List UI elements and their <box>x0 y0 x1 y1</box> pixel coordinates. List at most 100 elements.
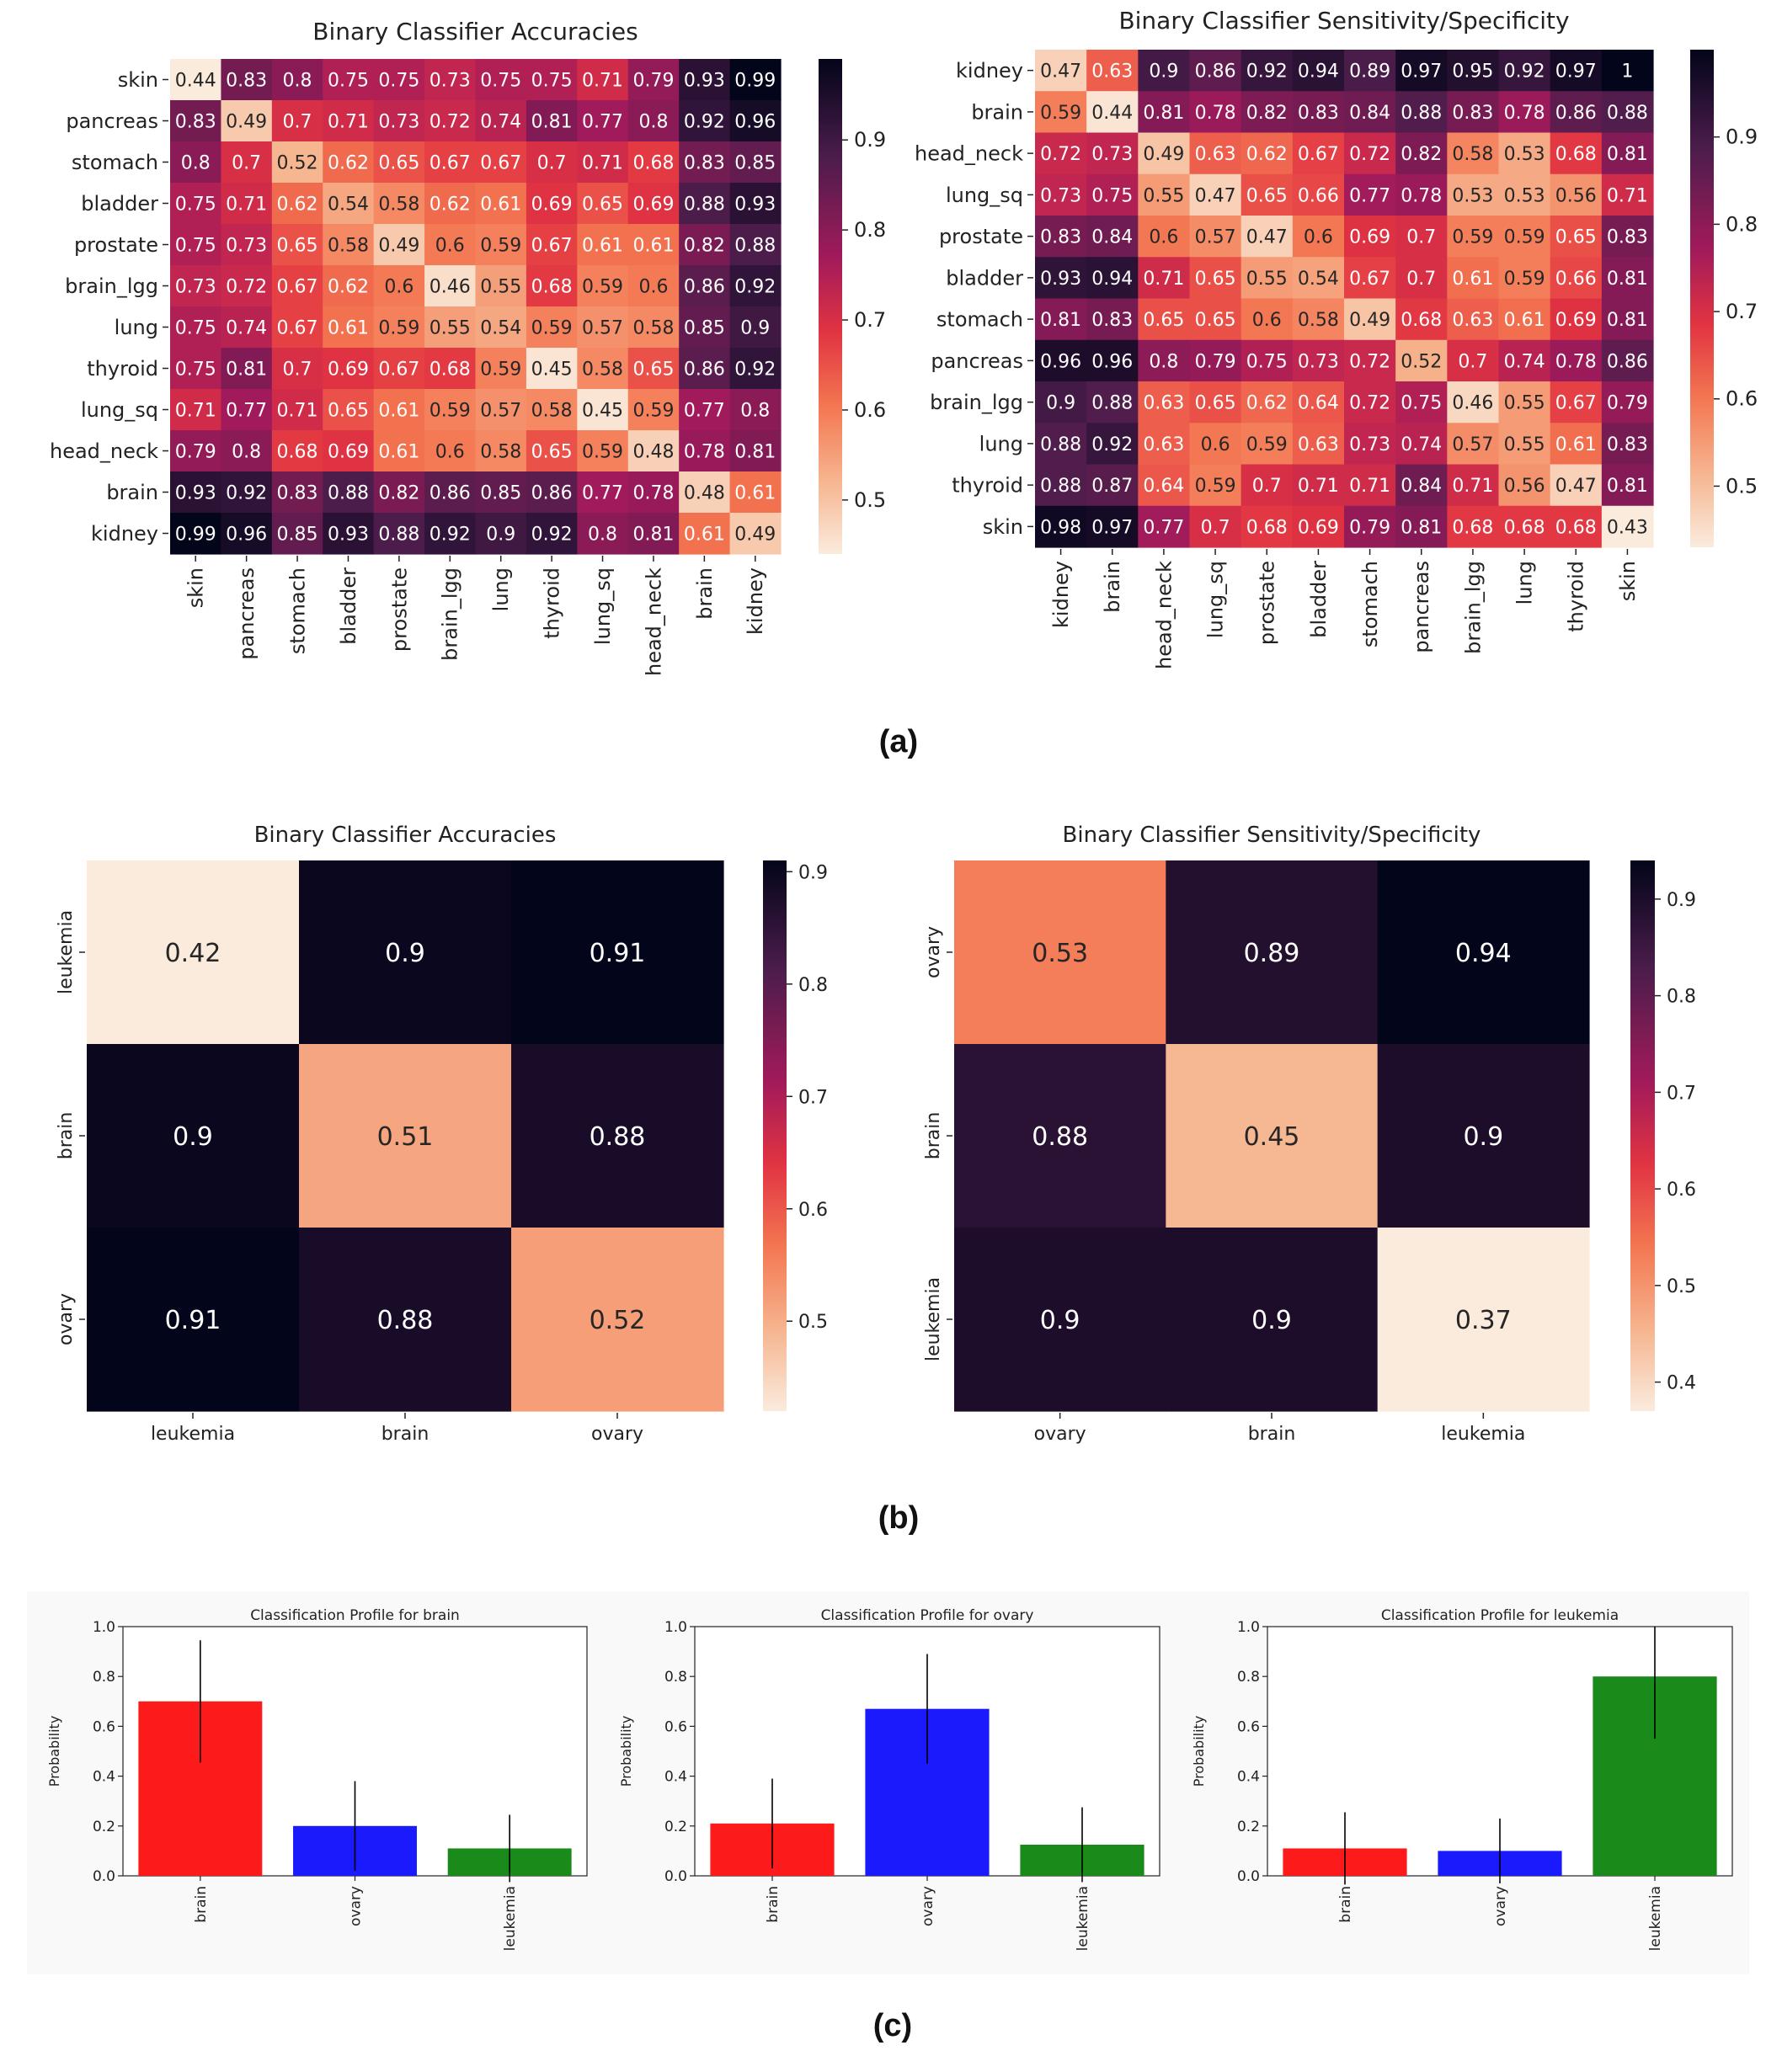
x-tick-label: ovary <box>1034 1424 1086 1445</box>
heatmap-cell-label: 0.59 <box>1504 269 1545 290</box>
y-axis-label: Probability <box>618 1716 634 1787</box>
heatmap-cell <box>1292 381 1345 423</box>
heatmap-cell-label: 0.61 <box>480 194 521 215</box>
y-tick-label: kidney <box>956 59 1023 83</box>
heatmap-cell <box>475 513 527 555</box>
x-tick-label: brain <box>381 1424 429 1445</box>
heatmap-cell-label: 0.6 <box>384 276 413 297</box>
heatmap-cell-label: 0.58 <box>1452 144 1493 165</box>
x-tick-label: ovary <box>920 1886 936 1926</box>
y-tick-label: brain_lgg <box>65 274 158 298</box>
heatmap-cell <box>221 59 273 101</box>
x-tick-label: leukemia <box>502 1886 519 1951</box>
heatmap-cell-label: 0.75 <box>1091 185 1133 206</box>
heatmap-cell-label: 0.97 <box>1555 61 1597 83</box>
heatmap-cell-label: 0.93 <box>734 194 776 215</box>
heatmap-cell-label: 0.79 <box>1195 351 1236 372</box>
heatmap-cell <box>1601 91 1654 134</box>
heatmap-cell-label: 0.68 <box>632 152 674 173</box>
x-tick-label: skin <box>184 567 208 608</box>
heatmap-cell <box>577 348 629 390</box>
heatmap-cell-label: 0.73 <box>1349 434 1390 455</box>
heatmap-cell <box>170 306 222 349</box>
heatmap-cell <box>1395 257 1448 300</box>
heatmap-cell-label: 0.68 <box>531 276 573 297</box>
heatmap-cell <box>424 100 477 142</box>
bar-chart-5: Classification Profile for ovary 0.0 0.2 0.… <box>618 1607 1160 1951</box>
heatmap-cell <box>373 348 425 390</box>
heatmap-cell-label: 0.65 <box>1555 227 1597 248</box>
y-tick-label: 0.4 <box>664 1769 687 1786</box>
heatmap-cell-label: 0.59 <box>480 235 521 256</box>
heatmap-cell-label: 0.89 <box>1349 61 1390 83</box>
y-tick-label: brain <box>923 1112 944 1160</box>
heatmap-cell <box>1550 339 1603 382</box>
y-tick-label: 0.8 <box>93 1669 115 1686</box>
x-tick-label: kidney <box>744 567 767 635</box>
heatmap-cell-label: 0.72 <box>1349 351 1390 372</box>
heatmap-cell <box>1601 423 1654 466</box>
heatmap-cell <box>1498 173 1551 216</box>
heatmap-cell-label: 0.53 <box>1452 185 1493 206</box>
heatmap-cell-label: 0.9 <box>1251 1306 1292 1335</box>
heatmap-cell <box>679 141 731 184</box>
heatmap-cell <box>1035 173 1087 216</box>
heatmap-cell-label: 0.88 <box>377 1306 434 1335</box>
heatmap-cell <box>1292 505 1345 548</box>
heatmap-cell <box>526 430 578 472</box>
heatmap-cell-label: 0.85 <box>277 524 318 545</box>
y-tick-label: brain <box>56 1112 77 1160</box>
heatmap-cell <box>577 141 629 184</box>
y-tick-label: brain <box>971 100 1023 124</box>
heatmap-cell <box>271 513 323 555</box>
heatmap-cell <box>424 183 477 225</box>
heatmap-cell-label: 0.52 <box>590 1306 646 1335</box>
heatmap-cell-label: 0.62 <box>429 194 471 215</box>
heatmap-cell <box>627 265 680 307</box>
heatmap-cell-label: 0.61 <box>734 482 776 503</box>
heatmap-cell <box>1601 339 1654 382</box>
heatmap-cell-label: 0.9 <box>486 524 515 545</box>
y-tick-label: 0.0 <box>93 1868 115 1885</box>
y-tick-label: 0.4 <box>1237 1769 1260 1786</box>
heatmap-cell <box>526 306 578 349</box>
heatmap-cell-label: 0.65 <box>1143 310 1184 331</box>
x-tick-label: brain_lgg <box>439 567 462 661</box>
heatmap-cell <box>511 860 724 1045</box>
heatmap-cell-label: 0.79 <box>632 70 674 91</box>
heatmap-cell-label: 0.9 <box>385 939 425 968</box>
heatmap-cell <box>1189 257 1242 300</box>
y-tick-label: brain_lgg <box>930 391 1023 414</box>
heatmap-cell <box>373 306 425 349</box>
x-tick-label: stomach <box>1358 561 1382 647</box>
heatmap-cell-label: 0.59 <box>1040 103 1081 124</box>
heatmap-cell <box>679 183 731 225</box>
heatmap-cell-label: 0.67 <box>429 152 471 173</box>
heatmap-cell <box>299 1228 512 1412</box>
heatmap-cell-label: 0.88 <box>378 524 419 545</box>
heatmap-cell-label: 0.59 <box>1195 476 1236 497</box>
heatmap-cell <box>1086 464 1139 507</box>
bar-chart-4: Classification Profile for brain 0.0 0.2 0.… <box>46 1607 588 1951</box>
heatmap-cell <box>1035 339 1087 382</box>
heatmap-cell <box>1498 91 1551 134</box>
heatmap-cell <box>627 141 680 184</box>
x-tick-label: brain <box>193 1886 210 1923</box>
heatmap-cell-label: 0.93 <box>1040 269 1081 290</box>
heatmap-cell <box>679 224 731 266</box>
heatmap-cell-label: 0.83 <box>226 70 267 91</box>
heatmap-cell-label: 0.63 <box>1091 61 1133 83</box>
heatmap-cell <box>424 306 477 349</box>
y-tick-label: 1.0 <box>1237 1619 1260 1636</box>
heatmap-cell-label: 0.83 <box>1040 227 1081 248</box>
heatmap-cell <box>1550 50 1603 92</box>
heatmap-cell <box>373 471 425 514</box>
heatmap-cell <box>1138 464 1191 507</box>
colorbar <box>763 860 787 1411</box>
heatmap-cell-label: 0.49 <box>734 524 776 545</box>
heatmap-cell-label: 0.62 <box>1246 393 1288 414</box>
x-tick-label: brain <box>765 1886 782 1923</box>
y-axis-label: Probability <box>46 1716 62 1787</box>
heatmap-cell-label: 0.73 <box>175 276 216 297</box>
heatmap-cell <box>1292 50 1345 92</box>
